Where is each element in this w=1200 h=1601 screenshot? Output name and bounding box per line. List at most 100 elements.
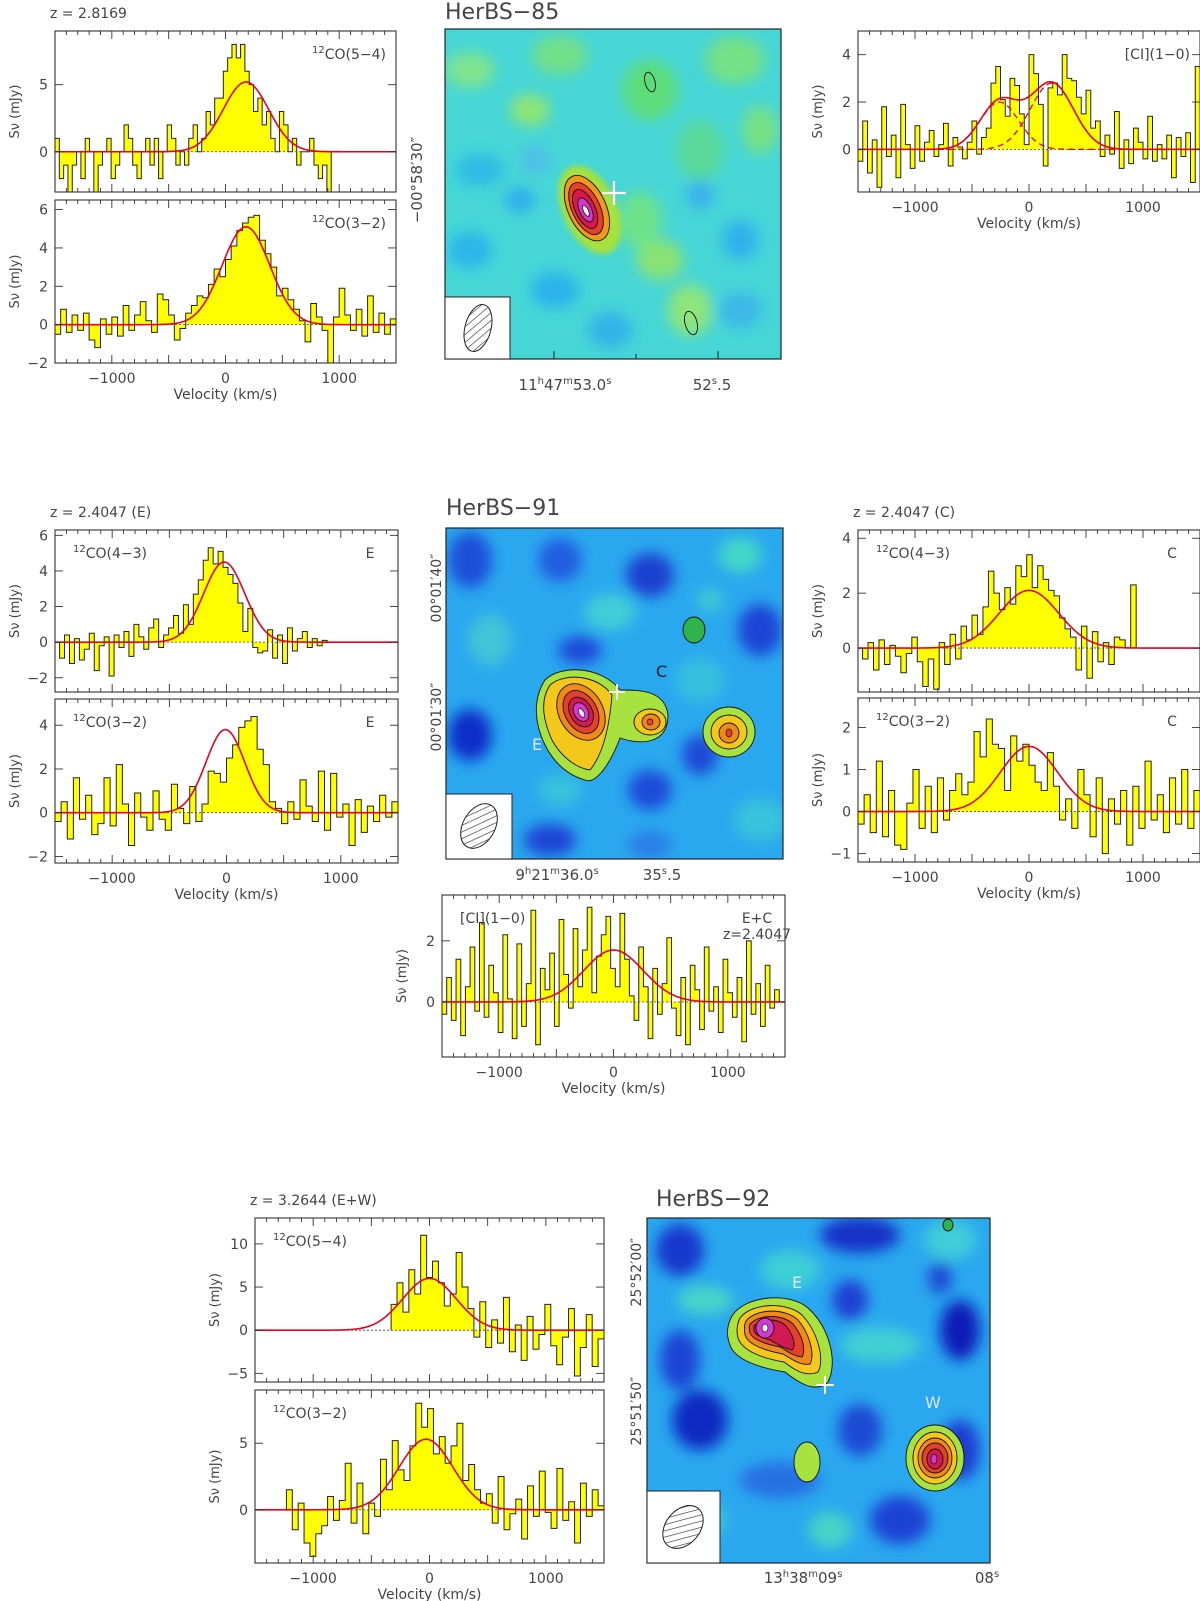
spectrum-bin <box>123 631 130 643</box>
spectrum-bin <box>1181 149 1187 157</box>
spectrum-bin <box>119 642 125 648</box>
spectrum-bin <box>769 1001 775 1009</box>
spectrum-bin <box>257 98 263 152</box>
spectrum-bin <box>894 811 902 846</box>
spectrum-bin <box>213 563 219 643</box>
spectrum-bin <box>922 648 929 687</box>
map-herbs-92: HerBS−92 <box>629 1187 999 1587</box>
y-tick-label: 0 <box>39 806 48 822</box>
y-tick-label: 2 <box>842 95 851 111</box>
y-tick-label: 6 <box>39 528 48 544</box>
spectrum-step-line <box>55 715 398 847</box>
y-tick-label: 5 <box>39 78 48 94</box>
spectrum-bin <box>420 1235 427 1331</box>
spectrum-bin <box>470 946 476 1002</box>
y-axis-label: Sν (mJy) <box>811 85 826 139</box>
spectrum-step-line <box>442 906 780 1046</box>
line-label: 12CO(3−2) <box>312 214 386 232</box>
spectrum-bin <box>180 324 187 329</box>
spectrum-bin <box>286 1489 293 1510</box>
spectrum-bin <box>203 560 209 643</box>
spectrum-bin <box>373 324 380 333</box>
spectrum-bin <box>723 959 729 1002</box>
spectrum-bin <box>272 642 278 659</box>
y-tick-label: 2 <box>39 600 48 616</box>
spectrum-bin <box>391 801 398 813</box>
spectrum-bin <box>111 316 118 325</box>
spectrum-bin <box>322 324 329 331</box>
y-tick-label: 2 <box>39 762 48 778</box>
spectrum-bin <box>704 946 710 1002</box>
spectrum-bin <box>896 149 902 178</box>
spectrum-bin <box>226 758 234 813</box>
spectrum-bin <box>568 1501 575 1510</box>
spectrum-bin <box>1026 554 1033 649</box>
gaussian-fit <box>55 728 398 814</box>
spectrum-bin <box>115 151 121 166</box>
spectrum-bin <box>550 1330 558 1346</box>
y-tick-label: 2 <box>39 279 48 295</box>
spectrum-bin <box>292 642 298 652</box>
y-axis-label: Sν (mJy) <box>8 754 23 808</box>
spectrum-bin <box>79 812 87 820</box>
spectrum-plot-area <box>55 715 398 847</box>
map-title: HerBS−91 <box>446 496 560 521</box>
spectrum-bin <box>398 1469 405 1510</box>
spectrum-bin <box>1070 637 1077 649</box>
spectrum-bin <box>326 151 332 192</box>
spectrum-bin <box>1029 765 1036 812</box>
spectrum-bin <box>690 965 696 1002</box>
y-tick-label: −2 <box>27 671 48 687</box>
spectrum-bin <box>580 1330 587 1348</box>
spectrum-bin <box>339 1500 346 1510</box>
ra-label: 9h21m36.0s <box>515 866 598 884</box>
spectrum-bin <box>232 583 239 643</box>
spectrum-bin <box>98 151 103 166</box>
x-tick-label: 1000 <box>321 371 357 387</box>
spectrum-bin <box>1162 149 1168 159</box>
spectrum-bin <box>598 1505 604 1510</box>
spectrum-bin <box>1071 80 1077 150</box>
spectrum-bin <box>1071 811 1079 829</box>
spectrum-bin <box>521 1001 527 1027</box>
spectrum-bin <box>586 1314 593 1331</box>
spectrum-bin <box>302 631 308 643</box>
spectrum-bin <box>231 44 237 152</box>
spectrum-bin <box>509 1509 517 1514</box>
spectrum-panel-s92a: −5 0 5 10 Sν (mJy) z = 3.2644 (E+W) 12CO(5−4) <box>208 1193 605 1383</box>
spectrum-bin <box>128 642 135 657</box>
spectrum-bin <box>59 642 65 659</box>
spectrum-bin <box>402 1312 410 1331</box>
y-tick-label: 10 <box>230 1237 248 1253</box>
spectrum-bin <box>136 151 142 179</box>
y-tick-label: 0 <box>39 635 48 651</box>
spectrum-bin <box>299 320 306 325</box>
spectrum-bin <box>485 1330 493 1348</box>
spectrum-bin <box>685 1001 691 1045</box>
spectrum-bin <box>974 731 981 812</box>
line-label: [CI](1−0) <box>1125 47 1190 63</box>
spectrum-bin <box>322 640 328 643</box>
spectrum-bin <box>99 642 105 646</box>
component-tag: C <box>1167 546 1177 562</box>
spectrum-bin <box>214 269 221 325</box>
spectrum-bin <box>1157 144 1163 150</box>
spectrum-bin <box>195 812 203 822</box>
spectrum-bin <box>515 1325 522 1331</box>
spectrum-bin <box>986 719 993 812</box>
spectrum-bin <box>415 1403 423 1510</box>
y-tick-label: 0 <box>39 145 48 161</box>
spectrum-bin <box>580 1483 587 1510</box>
spectrum-bin <box>516 943 523 1002</box>
spectrum-bin <box>878 639 885 649</box>
spectrum-bin <box>223 71 229 152</box>
spectrum-bin <box>427 1408 434 1510</box>
x-axis-label: Velocity (km/s) <box>977 216 1081 232</box>
spectrum-bin <box>171 138 177 152</box>
spectrum-bin <box>392 1440 399 1510</box>
spectrum-bin <box>117 324 124 337</box>
ra-minor-label: 08s <box>975 1569 999 1587</box>
spectrum-bin <box>442 1001 448 1015</box>
spectrum-bin <box>473 1330 481 1338</box>
spectrum-bin <box>1105 135 1111 150</box>
